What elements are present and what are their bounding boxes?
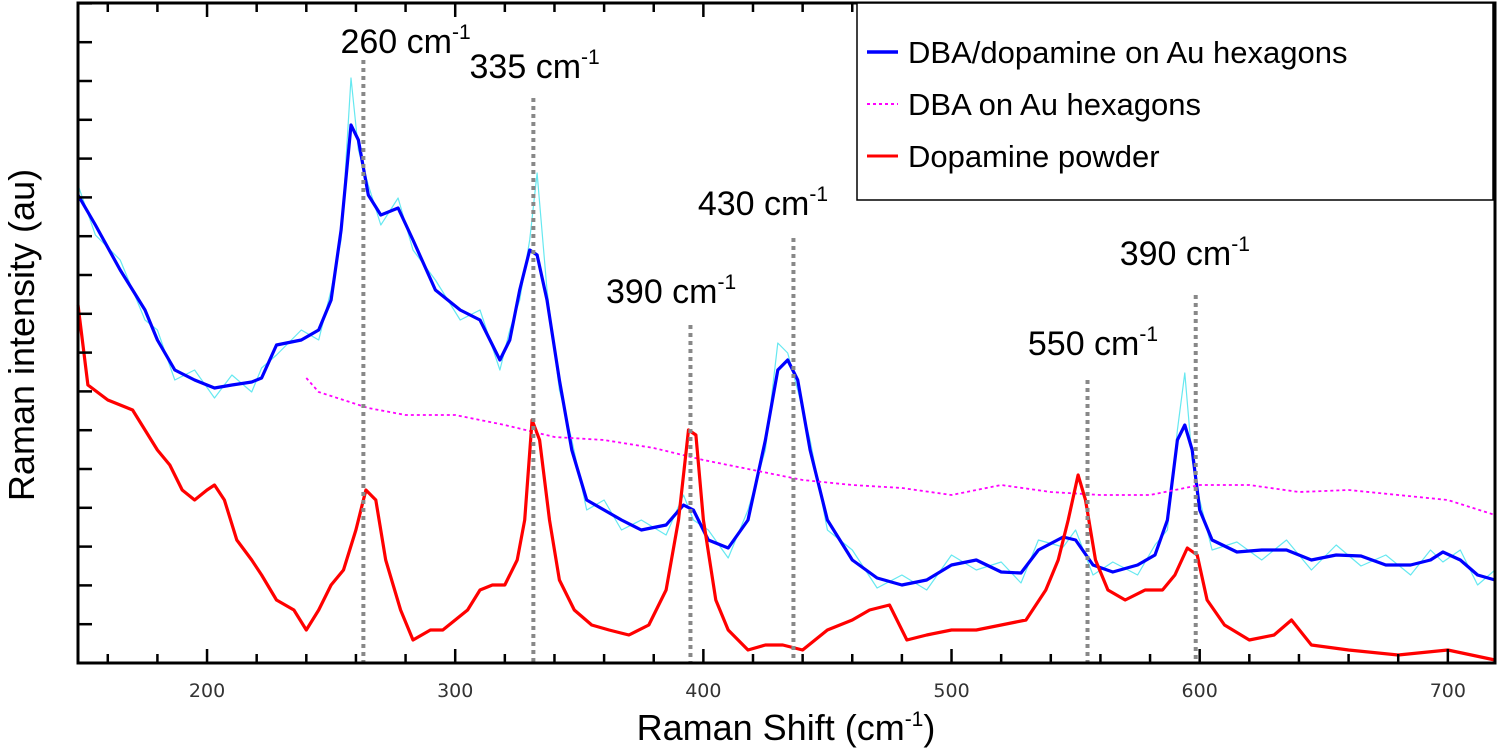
peak-label: 550 cm-1	[1028, 323, 1158, 363]
peak-label: 430 cm-1	[698, 183, 828, 223]
y-axis-title: Raman intensity (au)	[1, 169, 42, 501]
x-tick-label: 600	[1182, 680, 1218, 702]
series-line-3	[76, 304, 1496, 662]
x-tick-label: 500	[933, 680, 969, 702]
legend-box	[856, 2, 1494, 201]
series-group	[76, 77, 1496, 662]
ticks: 200 300 400 500 600 700	[78, 2, 1466, 702]
legend-label-dopamine: Dopamine powder	[908, 139, 1160, 174]
peak-label: 390 cm-1	[1120, 233, 1250, 273]
series-line-1	[76, 123, 1496, 587]
axes	[76, 1, 1497, 665]
series-line-2	[305, 377, 1496, 516]
legend-label-dba-dopamine: DBA/dopamine on Au hexagons	[908, 35, 1347, 70]
x-axis-title: Raman Shift (cm-1)	[637, 707, 936, 748]
peak-label: 390 cm-1	[606, 271, 736, 311]
peak-label: 260 cm-1	[340, 21, 470, 61]
x-tick-label: 400	[685, 680, 721, 702]
legend-label-dba: DBA on Au hexagons	[908, 87, 1201, 122]
x-tick-label: 700	[1430, 680, 1466, 702]
x-tick-label: 200	[189, 680, 225, 702]
x-tick-label: 300	[437, 680, 473, 702]
peak-label: 335 cm-1	[470, 46, 600, 86]
plot-frame	[76, 1, 1497, 665]
annotation-lines	[361, 60, 1198, 663]
legend: DBA/dopamine on Au hexagons DBA on Au he…	[856, 2, 1494, 201]
